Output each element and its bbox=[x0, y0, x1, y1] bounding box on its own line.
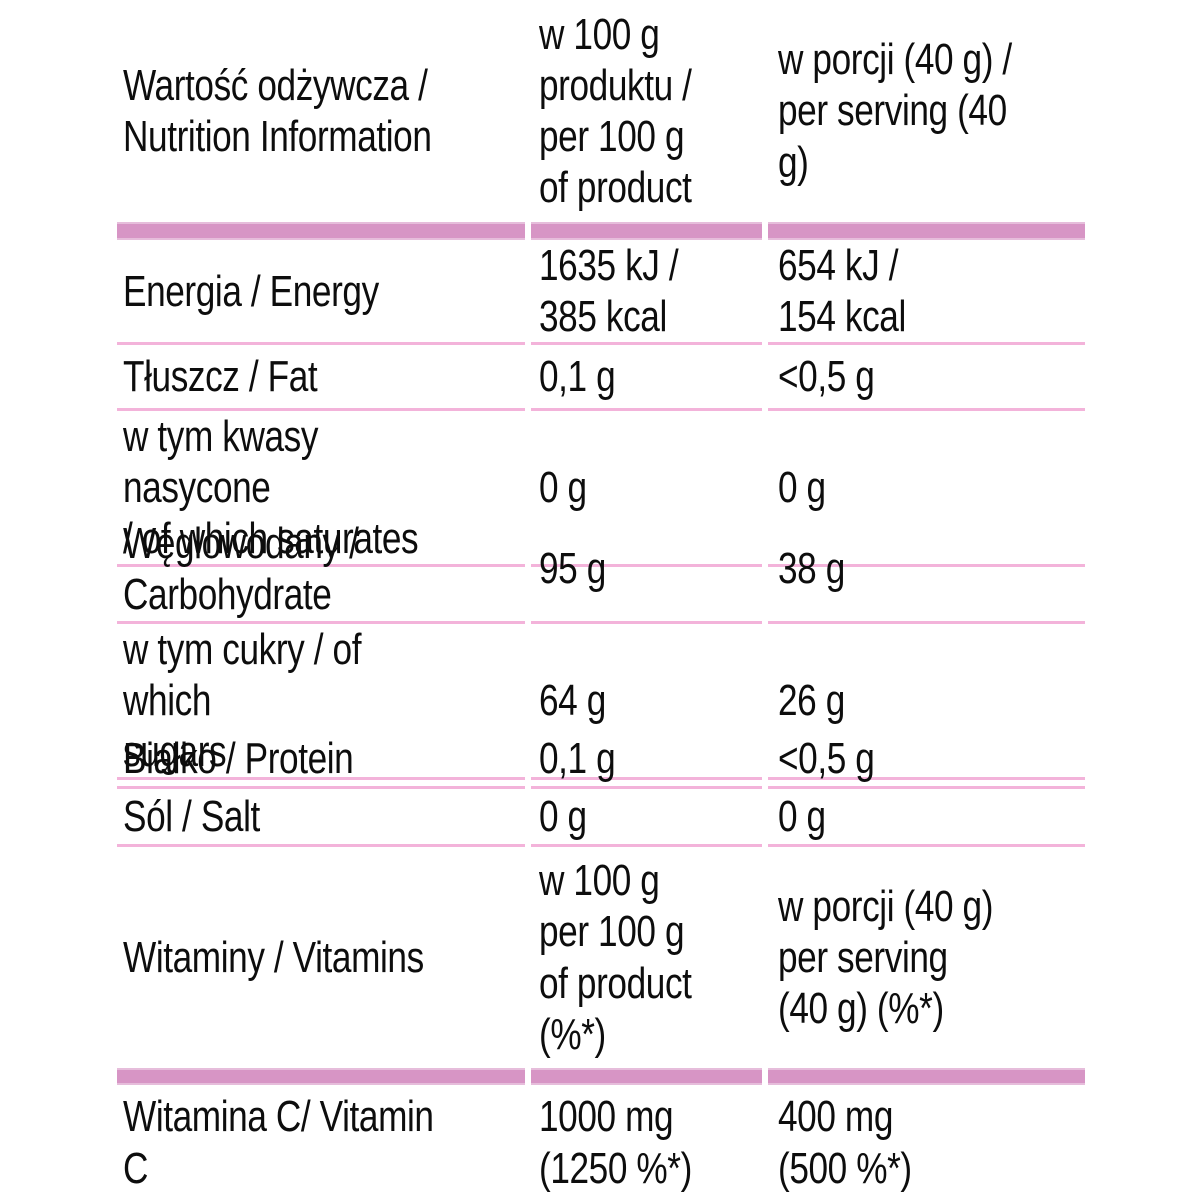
value-per-100g: 0 g bbox=[539, 463, 587, 513]
row-label: Energia / Energy bbox=[123, 266, 379, 316]
header-nutrition-information-label: Wartość odżywcza / Nutrition Information bbox=[123, 60, 432, 161]
value-per-100g-cell: 0 g bbox=[531, 789, 762, 847]
row-label: Białko / Protein bbox=[123, 733, 354, 783]
value-per-100g-cell: 1000 mg (1250 %*) bbox=[531, 1085, 762, 1200]
row-label-cell: Sól / Salt bbox=[117, 789, 525, 847]
row-label-cell: Witamina C/ Vitamin C bbox=[117, 1085, 525, 1200]
row-label: Węglowodany / Carbohydrate bbox=[123, 518, 359, 619]
divider-bar-segment bbox=[531, 1068, 762, 1085]
row-label: Tłuszcz / Fat bbox=[123, 351, 318, 401]
value-per-100g: 95 g bbox=[539, 544, 606, 594]
divider-bar-segment bbox=[768, 222, 1085, 240]
row-label-cell: Węglowodany / Carbohydrate bbox=[117, 517, 525, 624]
value-per-serving: 654 kJ / 154 kcal bbox=[778, 241, 906, 342]
divider-bar-segment bbox=[117, 222, 525, 240]
divider-bar-vitamins bbox=[117, 1068, 1085, 1085]
value-per-serving: 26 g bbox=[778, 676, 845, 726]
header-per-100g: w 100 g produktu / per 100 g of product bbox=[531, 0, 762, 222]
value-per-100g-cell: 1635 kJ / 385 kcal bbox=[531, 240, 762, 346]
header-nutrition-information: Wartość odżywcza / Nutrition Information bbox=[117, 0, 525, 222]
header-per-serving: w porcji (40 g) / per serving (40 g) bbox=[768, 0, 1085, 222]
row-label: Witamina C/ Vitamin C bbox=[123, 1092, 434, 1193]
value-per-100g: 0,1 g bbox=[539, 733, 616, 783]
vitamins-header-per-100g: w 100 g per 100 g of product (%*) bbox=[539, 856, 692, 1059]
value-per-serving: <0,5 g bbox=[778, 733, 875, 783]
value-per-100g-cell: 0 g bbox=[531, 411, 762, 568]
value-per-serving-cell: 400 mg (500 %*) bbox=[768, 1085, 1085, 1200]
row-label: w tym kwasy nasycone / of which saturate… bbox=[123, 412, 419, 564]
header-per-serving-label: w porcji (40 g) / per serving (40 g) bbox=[778, 35, 1012, 187]
vitamins-header-label: Witaminy / Vitamins bbox=[123, 932, 424, 982]
row-label-cell: Tłuszcz / Fat bbox=[117, 345, 525, 411]
row-fat: Tłuszcz / Fat 0,1 g <0,5 g bbox=[117, 345, 1085, 411]
value-per-serving: <0,5 g bbox=[778, 351, 875, 401]
value-per-100g: 64 g bbox=[539, 676, 606, 726]
row-salt: Sól / Salt 0 g 0 g bbox=[117, 789, 1085, 847]
value-per-100g: 0,1 g bbox=[539, 351, 616, 401]
value-per-100g: 1635 kJ / 385 kcal bbox=[539, 241, 679, 342]
value-per-serving-cell: 0 g bbox=[768, 789, 1085, 847]
row-label: Sól / Salt bbox=[123, 791, 260, 841]
row-label: w tym cukry / of which sugars bbox=[123, 625, 362, 777]
value-per-100g-cell: 64 g bbox=[531, 624, 762, 781]
value-per-serving-cell: <0,5 g bbox=[768, 731, 1085, 789]
value-per-serving-cell: 654 kJ / 154 kcal bbox=[768, 240, 1085, 346]
vitamins-header-per-serving-cell: w porcji (40 g) per serving (40 g) (%*) bbox=[768, 847, 1085, 1068]
value-per-serving-cell: 38 g bbox=[768, 517, 1085, 624]
value-per-serving: 38 g bbox=[778, 544, 845, 594]
vitamins-header-per-serving: w porcji (40 g) per serving (40 g) (%*) bbox=[778, 881, 994, 1034]
value-per-serving-cell: 26 g bbox=[768, 624, 1085, 781]
vitamins-header-label-cell: Witaminy / Vitamins bbox=[117, 847, 525, 1068]
row-label-cell: Białko / Protein bbox=[117, 731, 525, 789]
row-vitamin-c: Witamina C/ Vitamin C 1000 mg (1250 %*) … bbox=[117, 1085, 1085, 1200]
value-per-serving: 0 g bbox=[778, 791, 826, 841]
row-protein: Białko / Protein 0,1 g <0,5 g bbox=[117, 731, 1085, 789]
row-energy: Energia / Energy 1635 kJ / 385 kcal 654 … bbox=[117, 240, 1085, 346]
value-per-100g: 1000 mg (1250 %*) bbox=[539, 1092, 692, 1193]
value-per-serving-cell: 0 g bbox=[768, 411, 1085, 568]
row-label-cell: w tym kwasy nasycone / of which saturate… bbox=[117, 411, 525, 568]
vitamins-header-per-100g-cell: w 100 g per 100 g of product (%*) bbox=[531, 847, 762, 1068]
divider-bar-top bbox=[117, 222, 1085, 240]
divider-bar-segment bbox=[768, 1068, 1085, 1085]
value-per-100g-cell: 0,1 g bbox=[531, 731, 762, 789]
row-sugars: w tym cukry / of which sugars 64 g 26 g bbox=[117, 624, 1085, 781]
value-per-serving: 0 g bbox=[778, 463, 826, 513]
divider-bar-segment bbox=[531, 222, 762, 240]
header-per-100g-label: w 100 g produktu / per 100 g of product bbox=[539, 9, 692, 213]
divider-bar-segment bbox=[117, 1068, 525, 1085]
value-per-100g: 0 g bbox=[539, 791, 587, 841]
nutrition-table: Wartość odżywcza / Nutrition Information… bbox=[117, 0, 1085, 1200]
table-header-row: Wartość odżywcza / Nutrition Information… bbox=[117, 0, 1085, 222]
row-label-cell: Energia / Energy bbox=[117, 240, 525, 346]
row-saturates: w tym kwasy nasycone / of which saturate… bbox=[117, 411, 1085, 568]
value-per-100g-cell: 0,1 g bbox=[531, 345, 762, 411]
value-per-serving-cell: <0,5 g bbox=[768, 345, 1085, 411]
value-per-serving: 400 mg (500 %*) bbox=[778, 1092, 912, 1193]
row-label-cell: w tym cukry / of which sugars bbox=[117, 624, 525, 781]
row-carbohydrate: Węglowodany / Carbohydrate 95 g 38 g bbox=[117, 517, 1085, 624]
value-per-100g-cell: 95 g bbox=[531, 517, 762, 624]
row-vitamins-header: Witaminy / Vitamins w 100 g per 100 g of… bbox=[117, 847, 1085, 1068]
